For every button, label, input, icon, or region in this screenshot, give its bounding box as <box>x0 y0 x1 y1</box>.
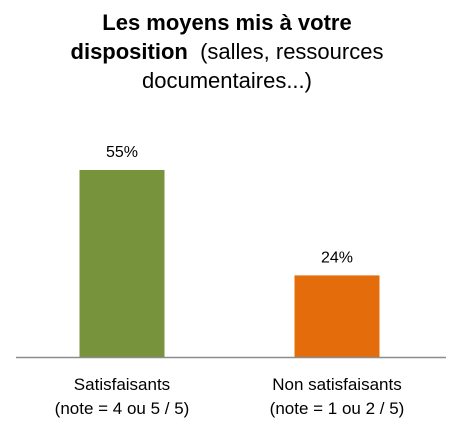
data-label-0: 55% <box>106 144 138 161</box>
category-label-line1: Non satisfaisants <box>237 373 437 397</box>
category-label-line1: Satisfaisants <box>22 373 222 397</box>
category-label-line2: (note = 1 ou 2 / 5) <box>237 397 437 421</box>
bar-1 <box>295 275 380 357</box>
data-label-1: 24% <box>321 249 353 266</box>
category-label-satisfaisants: Satisfaisants (note = 4 ou 5 / 5) <box>22 373 222 421</box>
category-label-line2: (note = 4 ou 5 / 5) <box>22 397 222 421</box>
bar-0 <box>80 170 165 357</box>
category-label-non-satisfaisants: Non satisfaisants (note = 1 ou 2 / 5) <box>237 373 437 421</box>
